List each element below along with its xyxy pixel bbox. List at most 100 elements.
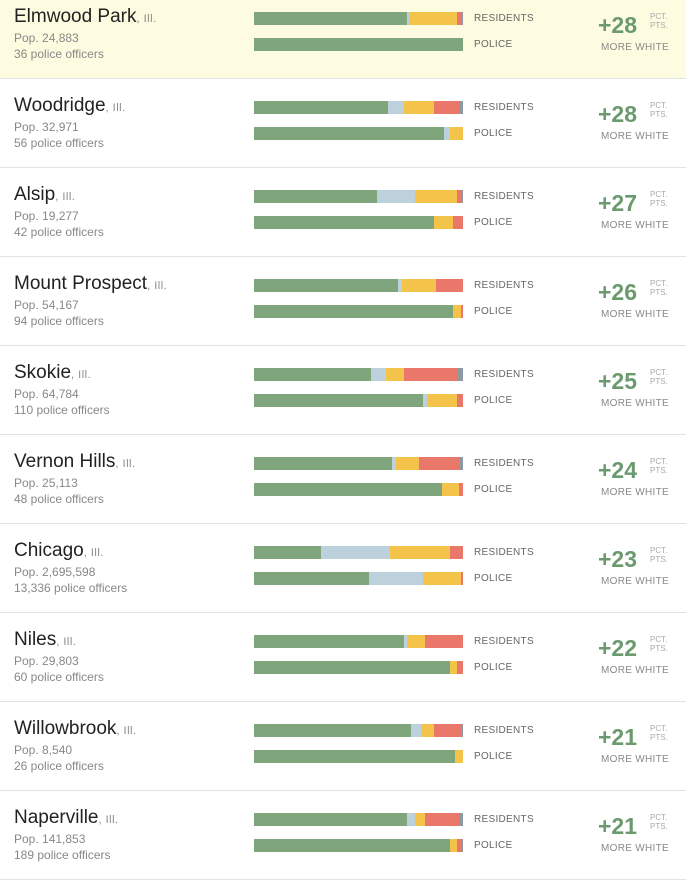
residents-segment-asian xyxy=(456,12,461,25)
state-label: , Ill. xyxy=(147,280,168,292)
pts-label: PTS. xyxy=(650,288,668,297)
officer-count: 26 police officers xyxy=(14,759,104,773)
residents-segment-asian xyxy=(425,813,459,826)
police-segment-hispanic xyxy=(423,572,461,585)
residents-segment-other xyxy=(460,190,463,203)
more-white-label: MORE WHITE xyxy=(601,576,669,587)
pct-label: PCT. xyxy=(650,12,668,21)
state-label: , Ill. xyxy=(71,369,92,381)
city-name: Skokie, Ill. xyxy=(14,362,91,386)
residents-segment-white xyxy=(254,279,399,292)
residents-segment-black xyxy=(406,12,409,25)
city-name: Naperville, Ill. xyxy=(14,807,119,831)
state-label: , Ill. xyxy=(55,191,76,203)
city-row: Woodridge, Ill. Pop. 32,971 56 police offi… xyxy=(0,79,686,168)
residents-bar xyxy=(254,101,463,114)
city-label: Chicago xyxy=(14,540,84,561)
state-label: , Ill. xyxy=(98,814,119,826)
residents-segment-hispanic xyxy=(389,546,451,559)
city-label: Niles xyxy=(14,629,57,650)
residents-segment-asian xyxy=(456,190,461,203)
police-segment-asian xyxy=(460,305,463,318)
city-name: Elmwood Park, Ill. xyxy=(14,6,157,30)
police-segment-asian xyxy=(460,572,463,585)
city-row: Vernon Hills, Ill. Pop. 25,113 48 police o… xyxy=(0,435,686,524)
residents-segment-asian xyxy=(435,279,463,292)
residents-bar xyxy=(254,546,463,559)
police-bar xyxy=(254,483,463,496)
residents-bar xyxy=(254,813,463,826)
population: Pop. 54,167 xyxy=(14,298,79,312)
residents-label: RESIDENTS xyxy=(474,547,534,558)
city-label: Elmwood Park xyxy=(14,6,137,27)
population: Pop. 25,113 xyxy=(14,476,78,490)
pts-label: PTS. xyxy=(650,466,668,475)
residents-segment-black xyxy=(371,368,386,381)
residents-segment-hispanic xyxy=(414,190,457,203)
pts-label: PTS. xyxy=(650,199,668,208)
officer-count: 13,336 police officers xyxy=(14,581,128,595)
more-white-label: MORE WHITE xyxy=(601,487,669,498)
police-segment-asian xyxy=(452,216,463,229)
city-name: Woodridge, Ill. xyxy=(14,95,126,119)
pct-label: PCT. xyxy=(650,190,668,199)
pct-label: PCT. xyxy=(650,724,668,733)
city-row: Elmwood Park, Ill. Pop. 24,883 36 police o… xyxy=(0,0,686,79)
police-segment-hispanic xyxy=(427,394,457,407)
officer-count: 42 police officers xyxy=(14,225,104,239)
police-label: POLICE xyxy=(474,484,513,495)
population: Pop. 8,540 xyxy=(14,743,73,757)
pct-label: PCT. xyxy=(650,368,668,377)
difference-value: +27 xyxy=(598,190,638,216)
residents-bar xyxy=(254,724,463,737)
residents-segment-hispanic xyxy=(421,724,434,737)
pts-label: PTS. xyxy=(650,555,668,564)
population: Pop. 64,784 xyxy=(14,387,79,401)
pct-label: PCT. xyxy=(650,813,668,822)
residents-segment-hispanic xyxy=(408,12,457,25)
difference-value: +25 xyxy=(598,368,638,394)
police-label: POLICE xyxy=(474,573,513,584)
residents-segment-asian xyxy=(450,546,463,559)
pts-label: PTS. xyxy=(650,377,668,386)
residents-segment-white xyxy=(254,813,407,826)
difference-value: +28 xyxy=(598,101,638,127)
police-bar xyxy=(254,572,463,585)
pts-label: PTS. xyxy=(650,822,668,831)
officer-count: 56 police officers xyxy=(14,136,104,150)
pts-label: PTS. xyxy=(650,21,668,30)
residents-segment-black xyxy=(406,813,415,826)
residents-segment-hispanic xyxy=(396,457,420,470)
difference-value: +23 xyxy=(598,546,638,572)
more-white-label: MORE WHITE xyxy=(601,398,669,409)
residents-segment-other xyxy=(458,813,463,826)
residents-segment-other xyxy=(456,368,463,381)
residents-segment-black xyxy=(404,635,407,648)
residents-segment-asian xyxy=(433,724,461,737)
residents-segment-other xyxy=(460,724,463,737)
difference-value: +26 xyxy=(598,279,638,305)
population: Pop. 19,277 xyxy=(14,209,79,223)
city-label: Mount Prospect xyxy=(14,273,148,294)
state-label: , Ill. xyxy=(115,458,136,470)
more-white-label: MORE WHITE xyxy=(601,42,669,53)
state-label: , Ill. xyxy=(116,725,137,737)
city-row: Alsip, Ill. Pop. 19,277 42 police officers… xyxy=(0,168,686,257)
city-row: Skokie, Ill. Pop. 64,784 110 police office… xyxy=(0,346,686,435)
police-label: POLICE xyxy=(474,395,513,406)
police-bar xyxy=(254,127,463,140)
police-segment-hispanic xyxy=(450,839,457,852)
residents-segment-black xyxy=(410,724,422,737)
police-bar xyxy=(254,216,463,229)
state-label: , Ill. xyxy=(105,102,126,114)
city-name: Alsip, Ill. xyxy=(14,184,75,208)
pts-label: PTS. xyxy=(650,644,668,653)
police-bar xyxy=(254,839,463,852)
police-bar xyxy=(254,661,463,674)
residents-segment-black xyxy=(398,279,403,292)
pct-label: PCT. xyxy=(650,635,668,644)
police-segment-asian xyxy=(456,839,461,852)
pct-label: PCT. xyxy=(650,457,668,466)
police-segment-white xyxy=(254,483,443,496)
difference-value: +28 xyxy=(598,12,638,38)
